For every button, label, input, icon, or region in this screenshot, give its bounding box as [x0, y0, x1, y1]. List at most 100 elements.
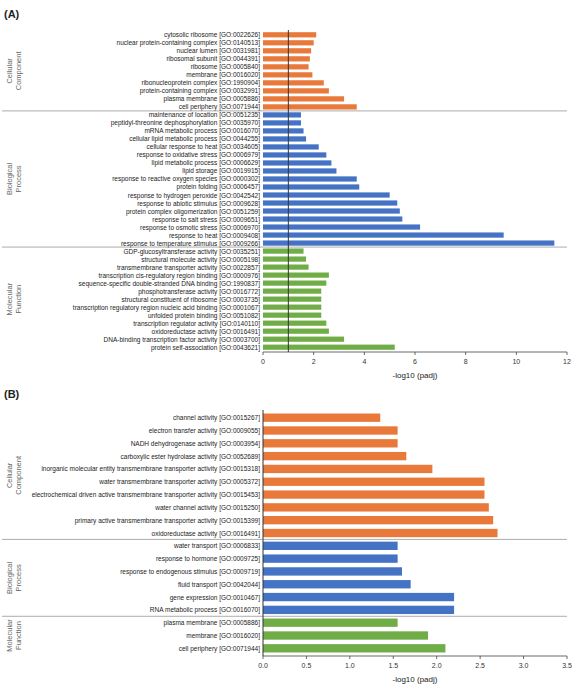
category-label: primary active transmembrane transporter… [75, 517, 261, 525]
panel: (A)cytosolic ribosome [GO:0022626]nuclea… [2, 8, 571, 380]
bar [263, 240, 554, 245]
bar [263, 224, 420, 229]
category-label: electron transfer activity [GO:0009055] [149, 427, 260, 435]
bar [263, 168, 336, 173]
bar [263, 152, 326, 157]
section-separator [2, 247, 567, 248]
category-label: RNA metabolic process [GO:0016070] [150, 606, 260, 614]
category-label: protein complex oligomerization [GO:0051… [126, 208, 260, 216]
category-label: peptidyl-threonine dephosphorylation [GO… [111, 119, 260, 127]
category-label: channel activity [GO:0015267] [173, 414, 260, 422]
bar [263, 321, 326, 326]
bar [263, 216, 402, 221]
bar [263, 619, 398, 627]
bar [263, 120, 301, 125]
tick-label: 0.5 [302, 662, 312, 669]
category-label: water channel activity [GO:0015250] [154, 504, 260, 512]
bar [263, 112, 301, 117]
axis-label: -log10 (padj) [393, 371, 438, 380]
section-label-line: Component [14, 51, 23, 91]
category-label: transcription regulatory region nucleic … [73, 304, 260, 312]
section-label: BiologicalProcess [5, 561, 23, 593]
section-label-line: Function [14, 621, 23, 650]
bar [263, 281, 326, 286]
category-label: ribonucleoprotein complex [GO:1990904] [141, 79, 260, 87]
chart-canvas: (A)cytosolic ribosome [GO:0022626]nuclea… [0, 0, 579, 700]
tick-mark [263, 352, 264, 355]
category-label: protein folding [GO:0006457] [177, 183, 261, 191]
bar [263, 128, 304, 133]
section-label: CellularComponent [5, 51, 23, 91]
tick-mark [523, 656, 524, 659]
category-label: cell periphery [GO:0071944] [179, 103, 260, 111]
reference-line [263, 410, 264, 656]
bar [263, 452, 406, 460]
tick-mark [364, 352, 365, 355]
axis-label: -log10 (padj) [393, 675, 438, 684]
category-label: response to hydrogen peroxide [GO:004254… [128, 192, 260, 200]
bar [263, 289, 321, 294]
section-separator [2, 616, 567, 617]
section-label-line: Process [14, 564, 23, 591]
bars [263, 32, 554, 350]
tick-label: 3.0 [519, 662, 529, 669]
category-label: plasma membrane [GO:0005886] [164, 619, 261, 627]
category-label: ribosomal subunit [GO:0044391] [166, 55, 260, 63]
tick-mark [567, 656, 568, 659]
category-label: transcription regulator activity [GO:014… [133, 320, 260, 328]
category-label: oxidoreductase activity [GO:0016491] [152, 530, 261, 538]
bar [263, 414, 380, 422]
section-separator [2, 539, 567, 540]
bar [263, 80, 324, 85]
bar [263, 606, 454, 614]
bar [263, 465, 432, 473]
category-label: water transmembrane transporter activity… [98, 478, 260, 486]
section-label: BiologicalProcess [5, 163, 23, 195]
category-label: cellular lipid metabolic process [GO:004… [129, 135, 260, 143]
bar [263, 542, 398, 550]
bar [263, 580, 411, 588]
category-label: oxidoreductase activity [GO:0016491] [152, 328, 261, 336]
tick-label: 1.0 [345, 662, 355, 669]
bar [263, 439, 398, 447]
category-label: nuclear lumen [GO:0031981] [177, 47, 261, 55]
category-label: nuclear protein-containing complex [GO:0… [117, 39, 261, 47]
section-label: MolecularFunction [5, 619, 23, 652]
category-label: ribosome [GO:0005840] [191, 63, 261, 71]
category-label: fluid transport [GO:0042044] [178, 581, 260, 589]
category-label: phosphotransferase activity [GO:0016772] [138, 288, 260, 296]
section-label-line: Process [14, 165, 23, 192]
category-label: response to temperature stimulus [GO:000… [121, 240, 260, 248]
bar [263, 426, 398, 434]
tick-mark [263, 656, 264, 659]
bar [263, 305, 321, 310]
bar [263, 593, 454, 601]
tick-label: 2.0 [432, 662, 442, 669]
category-label: response to oxidative stress [GO:0006979… [137, 151, 260, 159]
tick-mark [349, 656, 350, 659]
bar [263, 72, 312, 77]
tick-label: 2.5 [475, 662, 485, 669]
category-label: structural constituent of ribosome [GO:0… [122, 296, 261, 304]
bar [263, 64, 309, 69]
section-label: MolecularFunction [5, 282, 23, 315]
bar [263, 490, 484, 498]
category-label: mRNA metabolic process [GO:0016070] [144, 127, 260, 135]
x-axis: 0.00.51.01.52.02.53.03.5-log10 (padj) [258, 656, 572, 684]
category-label: response to reactive oxygen species [GO:… [112, 175, 260, 183]
section-label-line: Function [14, 285, 23, 314]
bar [263, 529, 498, 537]
section-separator [2, 110, 567, 111]
tick-label: 12 [563, 358, 571, 365]
tick-label: 3.5 [562, 662, 572, 669]
section-label: CellularComponent [5, 455, 23, 495]
bar [263, 56, 310, 61]
category-label: lipid metabolic process [GO:0006629] [152, 159, 261, 167]
tick-label: 6 [413, 358, 417, 365]
category-label: response to osmotic stress [GO:0006970] [140, 224, 260, 232]
panel-title: (A) [4, 8, 20, 20]
category-label: GDP-glucosyltransferase activity [GO:003… [123, 248, 260, 256]
bar [263, 297, 321, 302]
category-label: sequence-specific double-stranded DNA bi… [79, 280, 261, 288]
bar [263, 104, 357, 109]
